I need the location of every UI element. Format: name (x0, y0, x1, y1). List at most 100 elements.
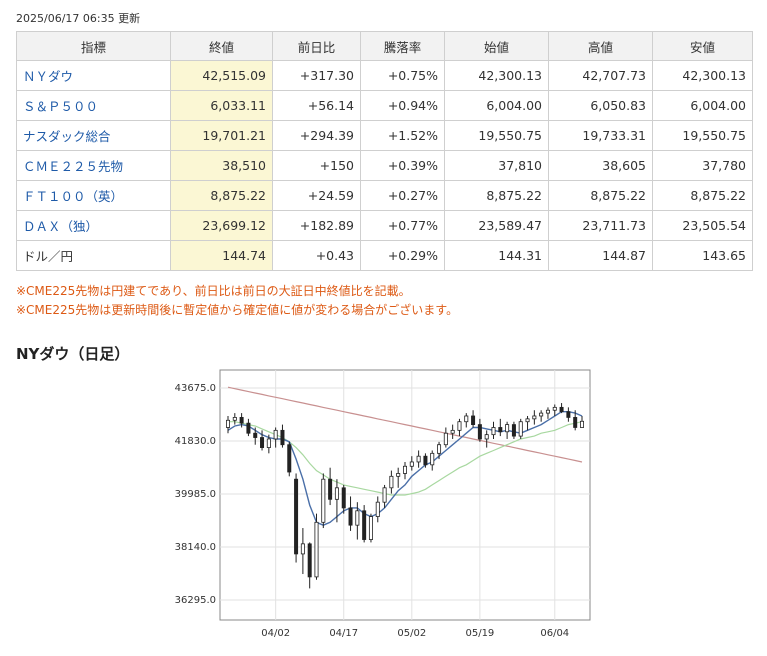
y-tick-label: 38140.0 (175, 542, 216, 553)
open-cell: 6,004.00 (444, 90, 549, 121)
close-cell: 8,875.22 (170, 180, 273, 211)
change-cell: +294.39 (272, 120, 361, 151)
change-cell: +24.59 (272, 180, 361, 211)
row-name-cell: ＣＭＥ２２５先物 (16, 150, 171, 181)
market-quotes-table: 指標 終値 前日比 騰落率 始値 高値 安値 ＮＹダウ 42,515.09 +3… (16, 31, 753, 271)
change-cell: +56.14 (272, 90, 361, 121)
ma-long-line (227, 386, 583, 463)
candle-body (294, 478, 299, 555)
candle-body (328, 478, 333, 500)
chart-section-title: NYダウ（日足） (16, 345, 130, 363)
candle-body (498, 427, 503, 433)
high-cell: 38,605 (548, 150, 653, 181)
ny-dow-daily-chart: 36295.0 38140.0 39985.0 41830.0 43675.0 04/02… (175, 369, 591, 639)
table-row: ＦＴ１００（英） 8,875.22 +24.59 +0.27% 8,875.22… (16, 180, 753, 211)
close-cell: 144.74 (170, 240, 273, 271)
x-tick-label: 04/17 (329, 628, 358, 639)
close-cell: 19,701.21 (170, 120, 273, 151)
y-tick-label: 41830.0 (175, 436, 216, 447)
candle-body (273, 429, 278, 440)
low-cell: 6,004.00 (652, 90, 753, 121)
candle-body (573, 417, 578, 428)
x-tick-label: 05/19 (465, 628, 494, 639)
y-tick-label: 39985.0 (175, 489, 216, 500)
close-cell: 6,033.11 (170, 90, 273, 121)
candle-body (505, 424, 510, 433)
candle-body (559, 406, 564, 413)
low-cell: 19,550.75 (652, 120, 753, 151)
candle-body (491, 427, 496, 436)
close-cell: 38,510 (170, 150, 273, 181)
ny-dow-link[interactable]: ＮＹダウ (23, 69, 74, 84)
change-pct-cell: +0.94% (360, 90, 445, 121)
change-pct-cell: +0.27% (360, 180, 445, 211)
row-name-cell: ＤＡＸ（独） (16, 210, 171, 241)
update-timestamp: 2025/06/17 06:35 更新 (16, 12, 141, 25)
cme225-link[interactable]: ＣＭＥ２２５先物 (23, 159, 124, 174)
row-name-cell: ＮＹダウ (16, 60, 171, 91)
table-header-row: 指標 終値 前日比 騰落率 始値 高値 安値 (16, 31, 753, 61)
candle-body (280, 429, 285, 446)
change-cell: +182.89 (272, 210, 361, 241)
header-change-pct: 騰落率 (360, 31, 445, 61)
sp500-link[interactable]: Ｓ＆Ｐ５００ (23, 99, 99, 114)
candle-body (382, 487, 387, 503)
y-tick-label: 36295.0 (175, 595, 216, 606)
close-cell: 23,699.12 (170, 210, 273, 241)
candle-body (430, 452, 435, 466)
candle-body (260, 437, 265, 448)
table-row: ドル／円 144.74 +0.43 +0.29% 144.31 144.87 1… (16, 240, 753, 271)
candle-body (552, 406, 557, 411)
candle-body (321, 478, 326, 523)
x-tick-label: 05/02 (397, 628, 426, 639)
ft100-link[interactable]: ＦＴ１００（英） (23, 189, 124, 204)
change-pct-cell: +0.29% (360, 240, 445, 271)
row-name-cell: ナスダック総合 (16, 120, 171, 151)
candle-body (532, 415, 537, 420)
candle-body (511, 424, 516, 437)
candle-body (457, 421, 462, 431)
candle-body (232, 417, 237, 421)
low-cell: 8,875.22 (652, 180, 753, 211)
candle-body (307, 543, 312, 578)
change-cell: +150 (272, 150, 361, 181)
open-cell: 19,550.75 (444, 120, 549, 151)
candle-body (566, 411, 571, 418)
x-tick-label: 06/04 (540, 628, 569, 639)
candle-body (471, 415, 476, 425)
low-cell: 143.65 (652, 240, 753, 271)
header-close: 終値 (170, 31, 273, 61)
candle-body (416, 455, 421, 463)
candle-body (368, 516, 373, 540)
candle-body (334, 487, 339, 500)
close-cell: 42,515.09 (170, 60, 273, 91)
footnote-cme-yen: ※CME225先物は円建てであり、前日比は前日の大証日中終値比を記載。 (16, 284, 411, 298)
candle-body (355, 510, 360, 526)
header-change: 前日比 (272, 31, 361, 61)
y-tick-label: 43675.0 (175, 383, 216, 394)
candle-body (396, 473, 401, 477)
row-name-cell: Ｓ＆Ｐ５００ (16, 90, 171, 121)
change-pct-cell: +0.77% (360, 210, 445, 241)
dax-link[interactable]: ＤＡＸ（独） (23, 219, 99, 234)
table-row: ＮＹダウ 42,515.09 +317.30 +0.75% 42,300.13 … (16, 60, 753, 91)
candle-body (579, 420, 584, 428)
candle-body (437, 444, 442, 454)
candle-body (300, 543, 305, 555)
table-row: Ｓ＆Ｐ５００ 6,033.11 +56.14 +0.94% 6,004.00 6… (16, 90, 753, 121)
change-cell: +0.43 (272, 240, 361, 271)
open-cell: 42,300.13 (444, 60, 549, 91)
candle-body (409, 461, 414, 467)
high-cell: 23,711.73 (548, 210, 653, 241)
open-cell: 37,810 (444, 150, 549, 181)
candle-body (464, 415, 469, 423)
header-indicator: 指標 (16, 31, 171, 61)
header-open: 始値 (444, 31, 549, 61)
candle-body (348, 507, 353, 526)
candle-body (545, 409, 550, 414)
header-low: 安値 (652, 31, 753, 61)
nasdaq-link[interactable]: ナスダック総合 (23, 129, 111, 144)
open-cell: 23,589.47 (444, 210, 549, 241)
high-cell: 8,875.22 (548, 180, 653, 211)
ma-short-line (227, 411, 583, 526)
